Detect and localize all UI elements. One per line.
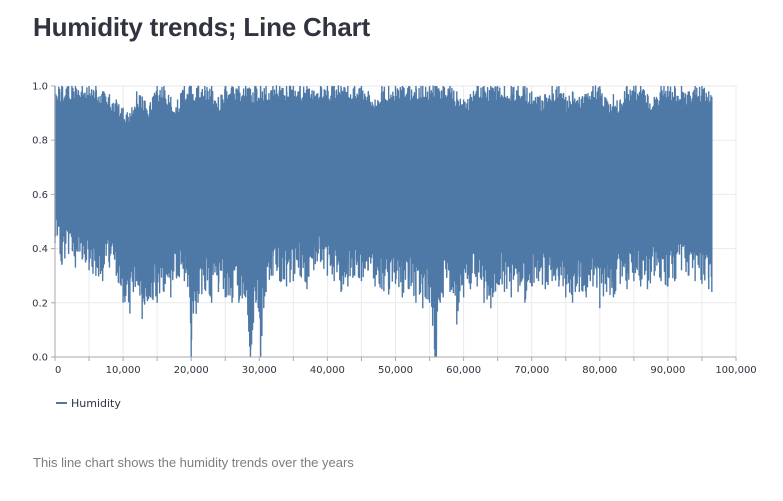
- x-tick-label: 100,000: [715, 365, 756, 376]
- x-tick-label: 40,000: [310, 365, 345, 376]
- x-tick-label: 50,000: [378, 365, 413, 376]
- line-chart: 0.0 0.2 0.4 0.6 0.8 1.0 0 10,000 20,000 30,000 40…: [32, 82, 757, 411]
- y-tick-label: 0.2: [32, 298, 48, 309]
- legend-label-humidity: Humidity: [71, 397, 121, 410]
- y-tick-label: 0.6: [32, 190, 48, 201]
- series-humidity-line: [54, 85, 713, 358]
- y-tick-label: 0.0: [32, 353, 48, 364]
- chart-caption: This line chart shows the humidity trend…: [33, 455, 354, 470]
- legend: Humidity: [56, 397, 121, 410]
- x-tick-label: 80,000: [582, 365, 617, 376]
- x-tick-label: 20,000: [174, 365, 209, 376]
- x-tick-label: 90,000: [650, 365, 685, 376]
- x-tick-label: 0: [55, 365, 61, 376]
- y-tick-label: 1.0: [32, 82, 48, 93]
- page-title: Humidity trends; Line Chart: [33, 12, 370, 42]
- x-tick-label: 10,000: [106, 365, 141, 376]
- x-axis: 0 10,000 20,000 30,000 40,000 50,000 60,000 70,…: [54, 356, 757, 376]
- y-tick-label: 0.4: [32, 244, 48, 255]
- x-tick-label: 60,000: [446, 365, 481, 376]
- y-axis: 0.0 0.2 0.4 0.6 0.8 1.0: [32, 82, 56, 364]
- x-tick-label: 30,000: [242, 365, 277, 376]
- y-tick-label: 0.8: [32, 136, 48, 147]
- humidity-series-path: [54, 85, 713, 358]
- x-tick-label: 70,000: [514, 365, 549, 376]
